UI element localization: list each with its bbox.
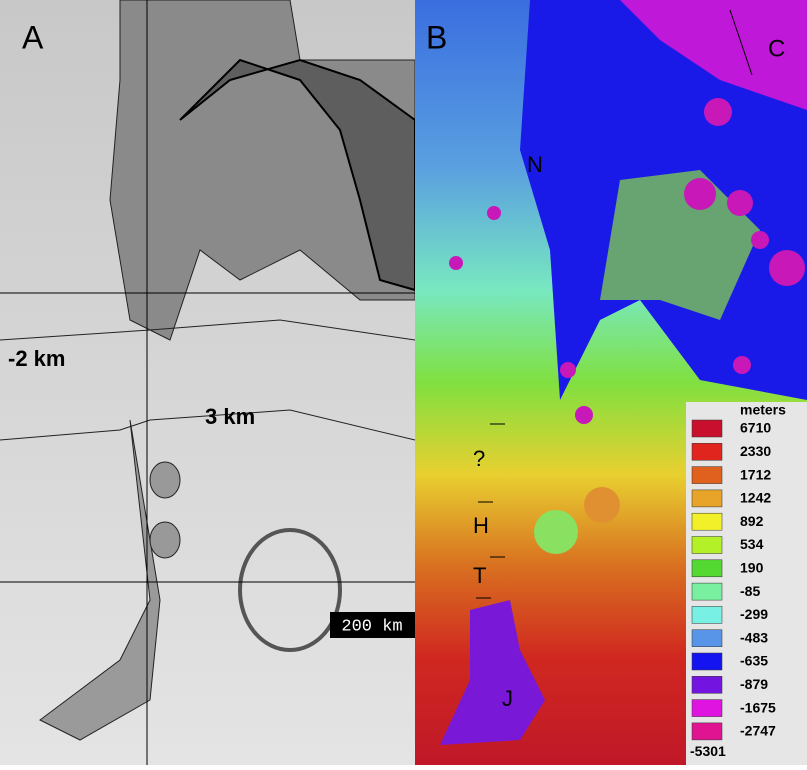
legend-label: -635 xyxy=(740,653,768,669)
legend-label: -5301 xyxy=(690,743,726,759)
legend-swatch xyxy=(692,653,722,670)
map-label: C xyxy=(768,35,785,62)
legend-swatch xyxy=(692,420,722,437)
legend-swatch xyxy=(692,490,722,507)
legend-label: -1675 xyxy=(740,699,776,715)
scale-bar-label: 200 km xyxy=(341,617,402,636)
figure: meters 6710 2330 1712 1242 892 534 190 -85 -299 -4… xyxy=(0,0,807,765)
legend-swatch xyxy=(692,560,722,577)
legend-title: meters xyxy=(740,402,786,418)
legend-swatch xyxy=(692,630,722,647)
legend-label: -2747 xyxy=(740,723,776,739)
map-label: J xyxy=(502,686,513,711)
map-label: N xyxy=(527,152,543,177)
contour-label: -2 km xyxy=(8,346,65,371)
legend-label: -879 xyxy=(740,676,768,692)
map-label: ? xyxy=(473,446,485,471)
legend-label: -85 xyxy=(740,583,760,599)
legend-swatch xyxy=(692,676,722,693)
legend-swatch xyxy=(692,583,722,600)
legend-swatch xyxy=(692,606,722,623)
legend-label: 892 xyxy=(740,513,764,529)
legend-label: -483 xyxy=(740,629,768,645)
legend-swatch xyxy=(692,513,722,530)
legend-label: 6710 xyxy=(740,420,771,436)
legend-label: 190 xyxy=(740,560,764,576)
map-label: T xyxy=(473,563,486,588)
legend-swatch xyxy=(692,700,722,717)
legend-label: 1712 xyxy=(740,466,771,482)
legend-label: 534 xyxy=(740,536,764,552)
panel-a-map xyxy=(0,0,415,765)
legend-label: 1242 xyxy=(740,490,771,506)
panel-label: B xyxy=(426,19,447,55)
legend-label: -299 xyxy=(740,606,768,622)
legend-swatch xyxy=(692,467,722,484)
panel-label: A xyxy=(22,19,44,55)
legend-swatch xyxy=(692,723,722,740)
legend-swatch xyxy=(692,443,722,460)
legend-label: 2330 xyxy=(740,443,771,459)
contour-label: 3 km xyxy=(205,404,255,429)
map-label: H xyxy=(473,513,489,538)
legend-swatch xyxy=(692,537,722,554)
